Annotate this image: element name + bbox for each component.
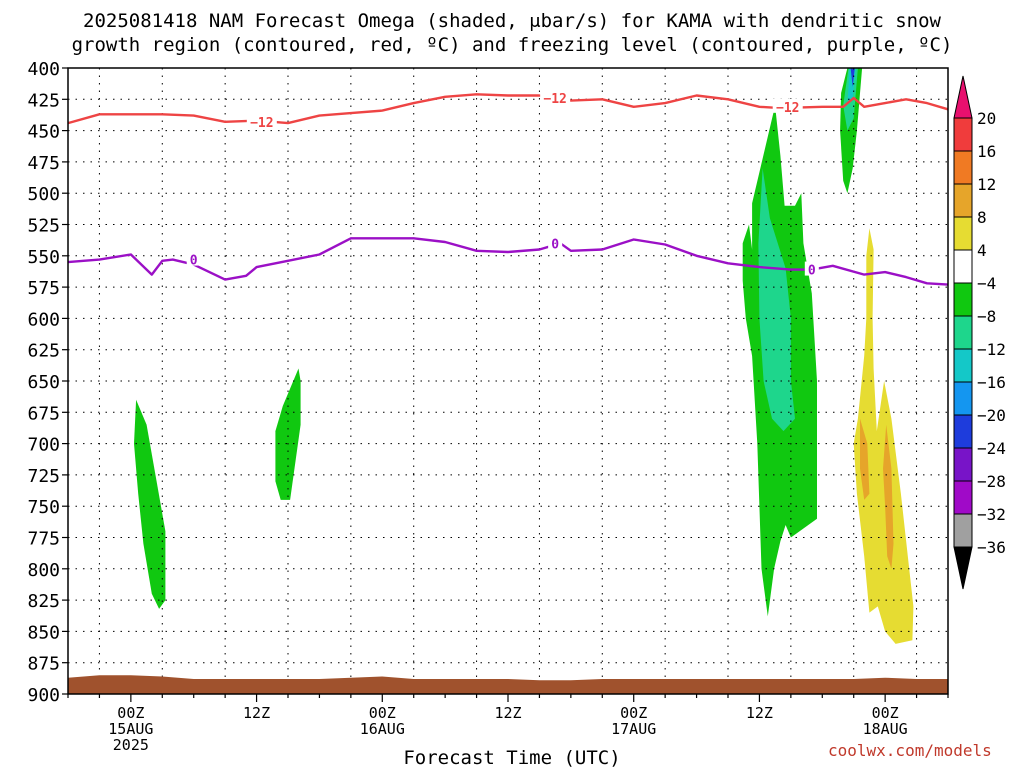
y-tick-label: 850 [27,622,60,643]
y-tick-label: 725 [27,466,60,487]
x-tick-label: 2025 [113,736,149,754]
colorbar-label: 4 [977,241,987,260]
y-tick-label: 525 [27,216,60,237]
contour-label-bg [772,98,803,113]
x-tick-label: 17AUG [611,720,656,738]
omega-shading-layer [134,68,914,644]
y-tick-label: 500 [27,184,60,205]
omega-region [850,68,855,87]
colorbar-label: −28 [977,472,1006,491]
chart-title-line-2: growth region (contoured, red, ºC) and f… [71,34,953,56]
colorbar: 20 16 12 8 4 −4 −8 −12 −16 −20 −24 −28 −32 −36 [953,75,1006,590]
colorbar-segment [953,150,973,185]
y-tick-label: 550 [27,247,60,268]
y-axis: 400 425 450 475 500 525 550 575 600 625 650 675 700 7… [27,59,68,706]
colorbar-segment [953,513,973,548]
colorbar-label: −12 [977,340,1006,359]
omega-region [853,228,914,644]
contour-label: 0 [190,254,198,269]
colorbar-segment [953,216,973,251]
contour-label-bg [548,235,563,250]
y-tick-label: 700 [27,435,60,456]
y-tick-label: 475 [27,153,60,174]
colorbar-segment [953,315,973,350]
x-tick-label: 12Z [746,704,773,722]
colorbar-label: −16 [977,373,1006,392]
x-tick-label: 15AUG [108,720,153,738]
omega-region [134,399,166,609]
contour-labels-layer: −12 −12 −12 0 0 0 [186,90,819,279]
colorbar-segment [953,249,973,284]
y-tick-label: 600 [27,309,60,330]
colorbar-label: −36 [977,538,1006,557]
colorbar-segment [953,447,973,482]
y-tick-label: 650 [27,372,60,393]
omega-region [860,418,870,500]
x-tick-label: 12Z [494,704,521,722]
omega-region [758,168,795,432]
x-tick-label: 18AUG [863,720,908,738]
omega-region [883,424,894,569]
colorbar-segment [953,282,973,317]
y-tick-label: 625 [27,341,60,362]
colorbar-segment [953,414,973,449]
y-tick-label: 875 [27,654,60,675]
contour-label-bg [540,90,571,105]
colorbar-segment [953,348,973,383]
colorbar-label: 12 [977,175,996,194]
colorbar-label: −20 [977,406,1006,425]
colorbar-label: 20 [977,109,996,128]
colorbar-top-arrow [953,75,973,119]
colorbar-label: −24 [977,439,1006,458]
y-tick-label: 775 [27,529,60,550]
y-tick-label: 750 [27,497,60,518]
colorbar-label: −32 [977,505,1006,524]
colorbar-bottom-arrow [953,546,973,590]
omega-region [275,368,301,500]
x-tick-label: 12Z [243,704,270,722]
site-credit[interactable]: coolwx.com/models [828,741,992,760]
y-tick-label: 800 [27,560,60,581]
contour-label: −12 [543,92,566,107]
x-tick-label: 00Z [117,704,144,722]
y-tick-label: 825 [27,591,60,612]
contour-label: −12 [250,116,273,131]
y-tick-label: 675 [27,403,60,424]
x-tick-label: 00Z [620,704,647,722]
contour-label: −12 [776,101,799,116]
colorbar-segment [953,381,973,416]
colorbar-segment [953,480,973,515]
contour-line [67,93,949,125]
x-tick-label: 16AUG [360,720,405,738]
y-tick-label: 900 [27,685,60,706]
colorbar-segment [953,117,973,152]
surface-terrain [68,675,948,694]
contour-label-bg [246,113,277,128]
y-tick-label: 450 [27,122,60,143]
contour-label-bg [804,261,819,276]
colorbar-segment [953,183,973,218]
colorbar-label: 8 [977,208,987,227]
y-tick-label: 575 [27,278,60,299]
chart-title-line-1: 2025081418 NAM Forecast Omega (shaded, μ… [83,10,941,32]
y-tick-label: 425 [27,90,60,111]
colorbar-label: 16 [977,142,996,161]
contour-label: 0 [551,237,559,252]
contour-label: 0 [808,264,816,279]
colorbar-label: −4 [977,274,996,293]
colorbar-label: −8 [977,307,996,326]
y-tick-label: 400 [27,59,60,80]
x-tick-label: 00Z [369,704,396,722]
contour-label-bg [186,251,201,266]
x-tick-label: 00Z [872,704,899,722]
x-axis-title: Forecast Time (UTC) [403,747,621,769]
